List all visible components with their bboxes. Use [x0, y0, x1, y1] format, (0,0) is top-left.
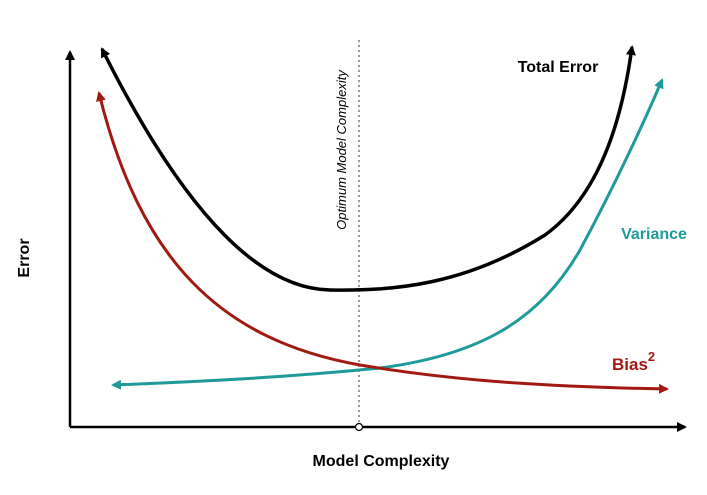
bias-curve-right	[359, 363, 669, 394]
bias-curve	[96, 91, 361, 367]
bias-label: Bias2	[612, 349, 655, 374]
optimum-point	[354, 422, 364, 432]
bias-label-superscript: 2	[648, 349, 655, 364]
bias-label-text: Bias	[612, 355, 648, 374]
total-error-curve-right	[329, 45, 636, 292]
y-axis-label: Error	[16, 238, 33, 277]
variance-label: Variance	[621, 226, 687, 243]
variance-curve	[111, 366, 381, 390]
variance-curve-right	[379, 78, 664, 370]
optimum-label: Optimum Model Complexity	[334, 69, 349, 230]
x-axis-label: Model Complexity	[313, 453, 450, 470]
total-error-label: Total Error	[518, 59, 599, 76]
total-error-curve	[100, 47, 331, 292]
